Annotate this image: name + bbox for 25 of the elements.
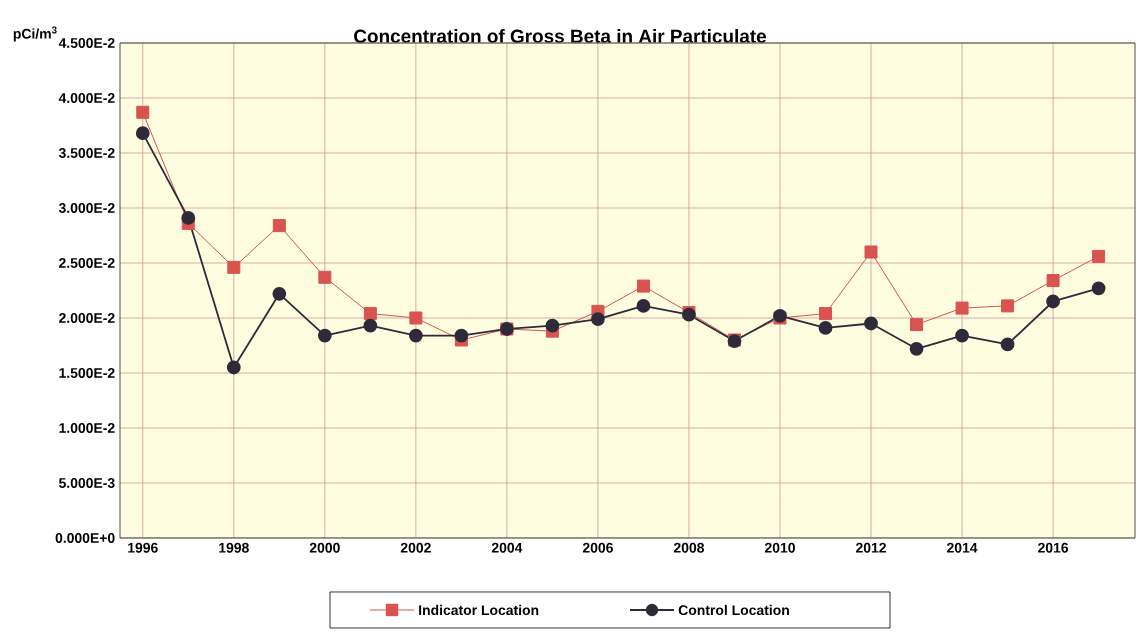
y-axis-title: pCi/m$^{3}$	[13, 26, 57, 42]
y-tick-label: 1.000E-2	[59, 423, 115, 433]
x-tick-label: 2016	[1038, 542, 1069, 553]
y-tick-label: 1.500E-2	[59, 368, 115, 378]
y-tick-label: 4.000E-2	[58, 93, 115, 103]
x-tick-label: 2008	[673, 542, 705, 553]
y-tick-label: 3.500E-2	[58, 148, 115, 158]
x-tick-label: 1996	[128, 542, 158, 553]
legend-label: Indicator Location	[419, 604, 539, 616]
x-tick-label: 2006	[582, 542, 613, 553]
x-tick-label: 2010	[764, 542, 795, 553]
y-tick-label: 2.000E-2	[59, 313, 115, 323]
x-tick-label: 1998	[219, 542, 249, 553]
chart-title: Concentration of Gross Beta in Air Particulate	[354, 29, 767, 43]
legend-label: Control Location	[678, 604, 789, 616]
x-tick-label: 2004	[491, 542, 523, 553]
y-tick-label: 2.500E-2	[59, 258, 115, 268]
y-tick-label: 0.000E+0	[55, 533, 115, 543]
y-tick-label: 4.500E-2	[58, 38, 115, 48]
x-tick-label: 2002	[400, 542, 431, 553]
x-tick-label: 2014	[947, 542, 978, 553]
y-tick-label: 3.000E-2	[58, 203, 115, 213]
y-tick-label: 5.000E-3	[58, 478, 115, 488]
x-tick-label: 2000	[309, 542, 340, 553]
x-tick-label: 2012	[855, 542, 886, 553]
